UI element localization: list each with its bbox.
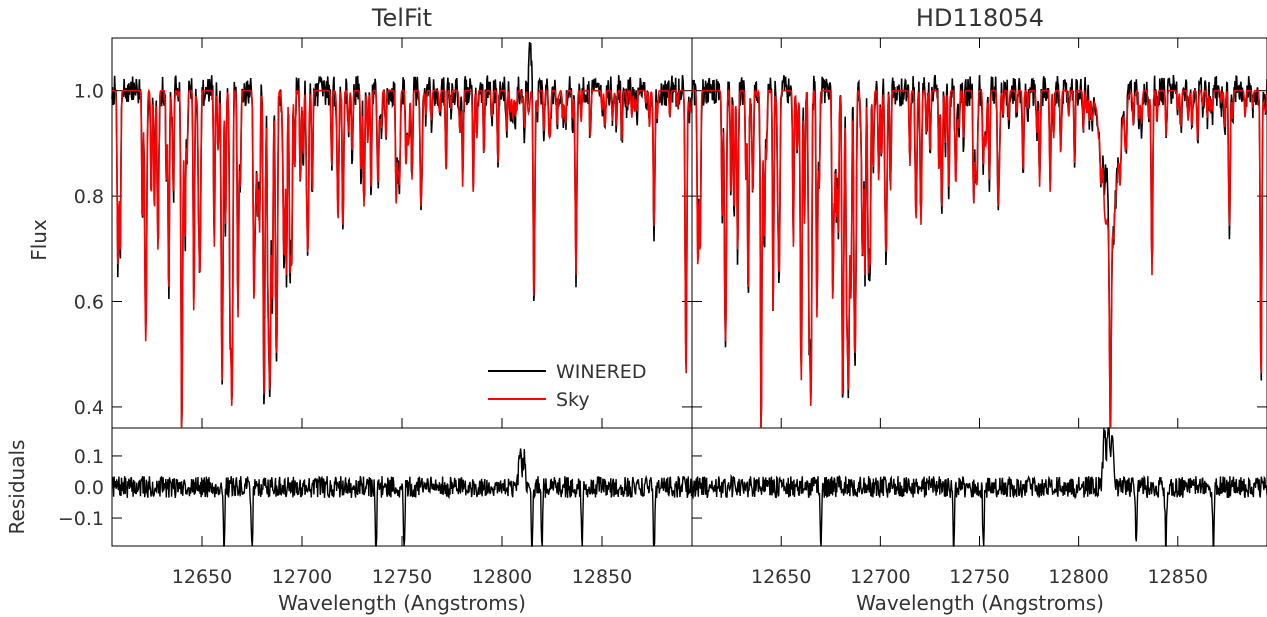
series-residuals: [111, 448, 693, 547]
series-observed-spectrum: [111, 42, 693, 429]
x-tick-label: 12700: [850, 566, 910, 588]
series-model-spectrum: [692, 88, 1267, 429]
x-tick-label: 12650: [751, 566, 811, 588]
y-tick-label: 0.6: [74, 292, 104, 314]
y-tick-label: 0.8: [74, 186, 104, 208]
chart-title-telfit: TelFit: [371, 4, 432, 32]
y-axis-title-flux: Flux: [27, 219, 51, 261]
x-axis-title-telfit: Wavelength (Angstroms): [278, 591, 526, 615]
panel-hd118054: 12650 12700 12750 12800 12850: [691, 37, 1267, 588]
series-residuals: [691, 427, 1267, 547]
residual-y-tick-label: 0.1: [74, 446, 104, 468]
x-tick-label: 12800: [472, 566, 532, 588]
series-observed-spectrum: [691, 74, 1267, 429]
legend-label-sky: Sky: [556, 389, 590, 411]
x-tick-label: 12750: [372, 566, 432, 588]
x-tick-label: 12700: [272, 566, 332, 588]
x-tick-label: 12800: [1048, 566, 1108, 588]
residual-y-tick-label: 0.0: [74, 477, 104, 499]
series-model-spectrum: [112, 88, 693, 429]
x-tick-label: 12750: [949, 566, 1009, 588]
x-tick-label: 12850: [572, 566, 632, 588]
panel-telfit: 12650 12700 12750 12800 12850 0.4 0.6 0.8 1.0 −0.…: [58, 37, 693, 588]
y-tick-label: 0.4: [74, 397, 104, 419]
legend: WINERED Sky: [488, 361, 646, 411]
x-axis-title-hd118054: Wavelength (Angstroms): [856, 591, 1104, 615]
y-tick-label: 1.0: [74, 81, 104, 103]
chart-title-hd118054: HD118054: [916, 4, 1044, 32]
residual-y-tick-label: −0.1: [58, 508, 104, 530]
x-tick-label: 12650: [172, 566, 232, 588]
legend-label-winered: WINERED: [556, 361, 646, 383]
y-axis-title-residuals: Residuals: [5, 440, 29, 535]
x-tick-label: 12850: [1148, 566, 1208, 588]
